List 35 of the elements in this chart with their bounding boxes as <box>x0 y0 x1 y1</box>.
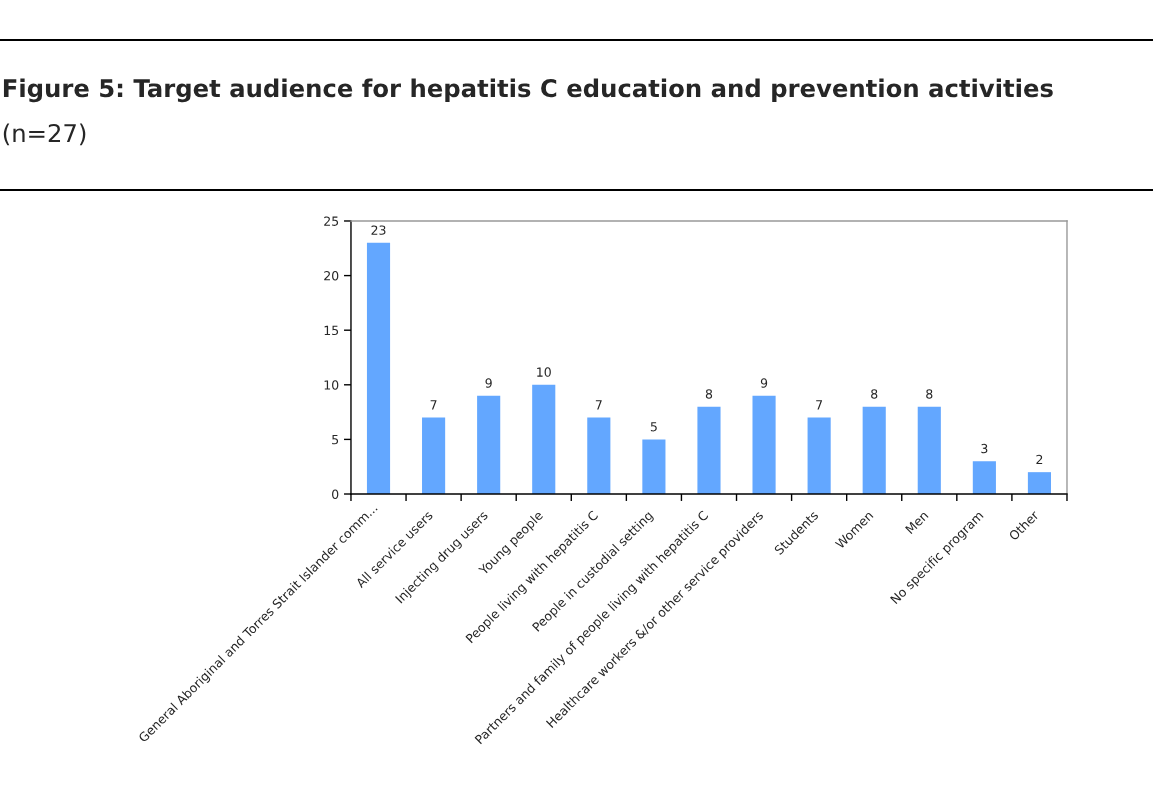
bar <box>752 395 776 495</box>
y-tick-label: 0 <box>332 489 339 499</box>
x-tick-label: Men <box>905 510 929 535</box>
bar <box>862 406 886 495</box>
data-label: 7 <box>595 400 602 410</box>
bar <box>697 406 721 495</box>
data-label: 8 <box>705 389 713 399</box>
data-label: 3 <box>981 443 988 454</box>
data-label: 23 <box>371 225 386 235</box>
y-tick-label: 25 <box>324 216 339 226</box>
bar <box>917 406 941 495</box>
text: (n=27) <box>3 123 86 146</box>
bar <box>587 417 611 495</box>
bar <box>532 384 556 495</box>
y-tick-label: 10 <box>324 380 339 390</box>
bar <box>366 242 391 495</box>
bar <box>1027 472 1052 495</box>
bar <box>422 417 446 495</box>
chart-title: Figure 5: Target audience for hepatitis C education and prevention activities <box>3 78 1053 103</box>
data-label: 10 <box>537 367 551 377</box>
y-tick-label: 5 <box>332 435 339 445</box>
bar <box>642 439 666 495</box>
y-tick-label: 15 <box>324 325 339 336</box>
data-label: 8 <box>926 389 933 399</box>
y-tick-label: 20 <box>324 271 339 281</box>
data-label: 9 <box>485 378 492 388</box>
data-label: 7 <box>430 400 437 410</box>
data-label: 7 <box>816 400 823 410</box>
bar <box>807 417 831 495</box>
data-label: 8 <box>871 389 878 399</box>
data-label: 2 <box>1036 454 1043 465</box>
data-label: 5 <box>650 422 657 432</box>
bar <box>477 395 501 495</box>
data-label: 9 <box>760 378 768 388</box>
bar <box>972 461 996 495</box>
